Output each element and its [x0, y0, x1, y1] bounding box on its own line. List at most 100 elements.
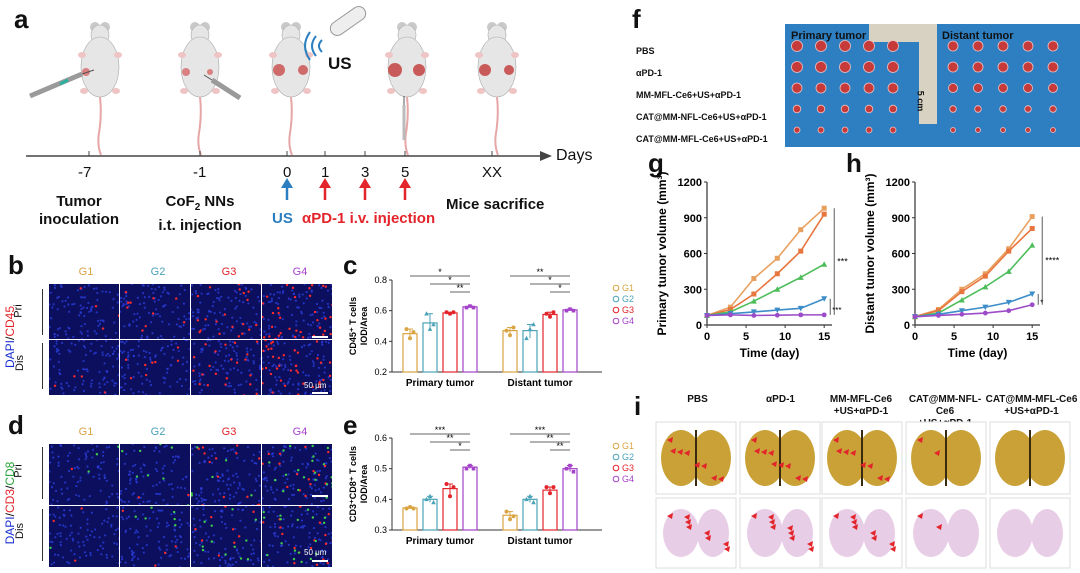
micrograph: [190, 283, 262, 340]
nucleus-dot: [217, 479, 221, 483]
marker-dot: [163, 551, 167, 555]
marker-dot: [231, 508, 234, 511]
nucleus-dot: [258, 366, 261, 369]
nucleus-dot: [311, 313, 314, 316]
marker-dot: [308, 287, 311, 290]
micrograph: [48, 505, 120, 568]
marker-dot: [203, 452, 206, 455]
nucleus-dot: [68, 566, 70, 567]
nucleus-dot: [82, 389, 85, 393]
nucleus-dot: [49, 387, 52, 390]
nucleus-dot: [158, 492, 162, 496]
tumor-specimen: [863, 61, 875, 73]
marker-dot: [304, 445, 307, 449]
metastasis-arrow: [751, 437, 757, 443]
nucleus-dot: [200, 388, 203, 392]
nucleus-dot: [241, 395, 243, 396]
panel-label-b: b: [8, 250, 24, 280]
nucleus-dot: [170, 343, 173, 346]
marker-dot: [210, 540, 214, 543]
syringe-icon: [203, 74, 242, 101]
nucleus-dot: [176, 306, 179, 309]
data-point: [448, 311, 452, 316]
marker-dot: [292, 557, 296, 561]
nucleus-dot: [260, 454, 261, 457]
nucleus-dot: [202, 328, 205, 331]
nucleus-dot: [191, 293, 194, 296]
data-point: [568, 463, 572, 468]
nucleus-dot: [275, 301, 278, 305]
y-axis-label: CD3⁺CD8⁺ T cellsIOD/Area: [348, 446, 369, 522]
nucleus-dot: [78, 314, 81, 317]
nucleus-dot: [276, 551, 280, 554]
marker-dot: [95, 453, 99, 456]
nucleus-dot: [295, 320, 298, 323]
marker-dot: [242, 394, 246, 395]
nucleus-dot: [163, 445, 166, 448]
marker-dot: [70, 467, 74, 471]
lung-lobe: [857, 430, 897, 486]
nucleus-dot: [292, 383, 295, 386]
nucleus-dot: [218, 299, 221, 302]
marker-dot: [255, 392, 258, 395]
nucleus-dot: [88, 495, 91, 498]
nucleus-dot: [199, 301, 202, 304]
marker-dot: [224, 506, 227, 508]
nucleus-dot: [307, 546, 310, 549]
lung-column-label: CAT@MM-MFL-Ce6 +US+αPD-1: [985, 394, 1078, 417]
nucleus-dot: [110, 523, 113, 526]
bar: [542, 489, 558, 531]
nucleus-dot: [137, 340, 140, 343]
nucleus-dot: [238, 484, 241, 487]
nucleus-dot: [237, 508, 240, 511]
nucleus-dot: [116, 506, 119, 509]
nucleus-dot: [193, 549, 196, 552]
nucleus-dot: [268, 544, 271, 547]
nucleus-dot: [165, 521, 169, 524]
nucleus-dot: [95, 311, 98, 314]
nucleus-dot: [199, 525, 202, 528]
nucleus-dot: [79, 479, 82, 482]
data-point: [912, 314, 918, 320]
nucleus-dot: [236, 345, 239, 348]
nucleus-dot: [77, 494, 81, 498]
nucleus-dot: [230, 329, 233, 332]
marker-dot: [282, 354, 285, 357]
nucleus-dot: [287, 497, 291, 501]
nucleus-dot: [196, 502, 199, 505]
nucleus-dot: [229, 483, 232, 487]
nucleus-dot: [293, 493, 296, 497]
nucleus-dot: [287, 473, 290, 476]
nucleus-dot: [154, 288, 157, 291]
nucleus-dot: [291, 335, 295, 338]
nucleus-dot: [234, 307, 237, 310]
nucleus-dot: [186, 548, 189, 551]
nucleus-dot: [156, 492, 160, 496]
metastasis-arrow: [870, 530, 876, 536]
nucleus-dot: [120, 296, 123, 300]
nucleus-dot: [86, 522, 89, 525]
marker-dot: [311, 516, 315, 519]
marker-dot: [225, 377, 229, 380]
nucleus-dot: [193, 327, 196, 330]
nucleus-dot: [90, 379, 93, 382]
nucleus-dot: [205, 539, 208, 542]
nucleus-dot: [258, 284, 261, 286]
metastasis-arrow: [778, 462, 784, 468]
marker-dot: [214, 350, 217, 353]
nucleus-dot: [149, 529, 152, 532]
data-point: [431, 499, 436, 505]
nucleus-dot: [155, 470, 159, 473]
marker-dot: [314, 539, 318, 543]
nucleus-dot: [203, 502, 206, 505]
nucleus-dot: [123, 350, 126, 353]
metastasis-arrow: [701, 463, 707, 469]
marker-dot: [247, 328, 251, 331]
marker-dot: [130, 395, 132, 396]
nucleus-dot: [271, 446, 274, 449]
data-point: [959, 311, 965, 317]
nucleus-dot: [264, 485, 267, 488]
nucleus-dot: [98, 386, 101, 389]
nucleus-dot: [191, 530, 195, 534]
